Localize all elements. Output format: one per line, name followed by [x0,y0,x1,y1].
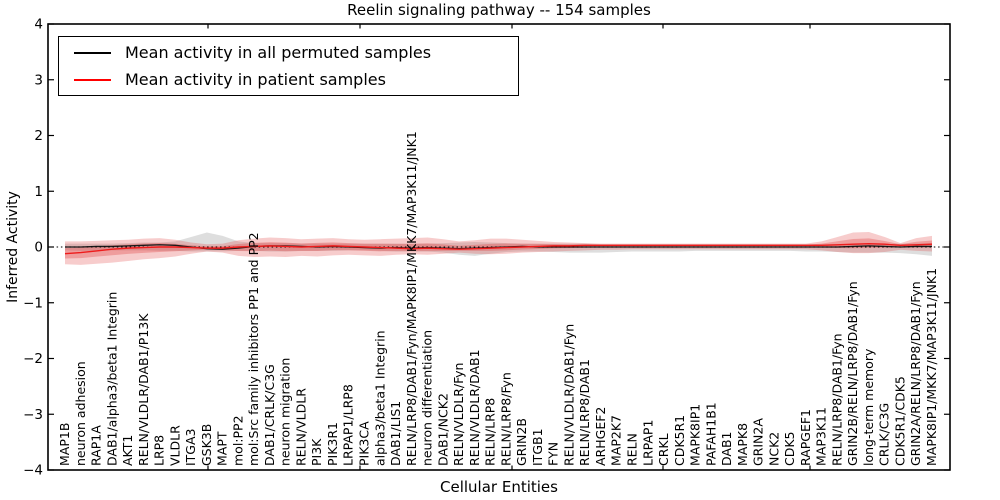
x-tick-label: GRIN2B/RELN/LRP8/DAB1/Fyn [845,281,860,466]
x-tick-label: CDK5R1/CDK5 [892,376,907,466]
x-axis-label: Cellular Entities [440,478,558,496]
y-tick-label: 0 [34,240,43,256]
x-tick-label: DAB1/NCK2 [435,393,450,466]
x-tick-label: ARHGEF2 [593,407,608,466]
x-tick-label: CRLK/C3G [877,403,892,466]
y-tick-label: 2 [34,128,43,144]
x-tick-label: CDK5R1 [672,415,687,466]
x-tick-label: MAP1B [57,423,72,466]
y-tick-label: −3 [23,407,43,423]
x-tick-label: MAP3K11 [814,407,829,466]
x-tick-label: mol:Src family inhibitors PP1 and PP2 [246,232,261,466]
x-tick-label: CDK5 [782,431,797,466]
x-tick-label: RELN/LRP8/DAB1/Fyn [829,333,844,466]
y-tick-label: 1 [34,184,43,200]
x-tick-label: mol:PP2 [230,415,245,466]
x-tick-label: long-term memory [861,348,876,466]
chart-title: Reelin signaling pathway -- 154 samples [347,1,651,19]
x-tick-label: ITGB1 [530,428,545,466]
x-tick-label: DAB1/alpha3/beta1 Integrin [104,292,119,466]
x-tick-label: DAB1/CRLK/C3G [262,364,277,466]
x-tick-label: RELN/VLDLR/DAB1 [467,349,482,466]
x-tick-label: neuron adhesion [73,361,88,466]
legend: Mean activity in all permuted samples Me… [58,36,519,96]
x-tick-label: NCK2 [766,432,781,466]
x-tick-label: LRPAP1 [640,420,655,466]
x-tick-label: PI3K [309,438,324,466]
x-tick-label: GRIN2A [751,418,766,466]
x-tick-label: RAP1A [89,425,104,466]
y-tick-label: −1 [23,295,43,311]
legend-row-patient: Mean activity in patient samples [74,70,518,90]
legend-line-patient-swatch [74,78,111,81]
x-tick-label: GRIN2A/RELN/LRP8/DAB1/Fyn [908,281,923,466]
y-tick-label: 3 [34,72,43,88]
permuted-band [65,232,932,256]
legend-row-permuted: Mean activity in all permuted samples [74,43,518,63]
x-tick-label: RELN/LRP8/DAB1 [577,359,592,466]
x-tick-label: RELN/VLDLR/DAB1/P13K [136,313,151,466]
x-tick-label: neuron migration [278,358,293,466]
legend-label-patient: Mean activity in patient samples [125,69,386,89]
x-tick-label: ITGA3 [183,428,198,466]
y-tick-label: 4 [34,17,43,33]
x-tick-label: GRIN2B [514,418,529,466]
x-tick-label: RAPGEF1 [798,409,813,466]
y-tick-label: −2 [23,351,43,367]
x-tick-label: MAPT [215,431,230,466]
x-tick-label: DAB1/LIS1 [388,401,403,466]
x-tick-label: GSK3B [199,424,214,466]
legend-label-permuted: Mean activity in all permuted samples [125,42,432,62]
series-line-patient [64,242,933,255]
x-tick-label: MAP2K7 [609,415,624,466]
x-tick-label: RELN/VLDLR/DAB1/Fyn [561,324,576,466]
x-tick-label: LRPAP1/LRP8 [341,384,356,466]
x-tick-label: CRKL [656,433,671,466]
x-tick-label: FYN [546,442,561,466]
x-tick-label: alpha3/beta1 Integrin [372,330,387,466]
x-tick-label: RELN/LRP8 [483,398,498,466]
x-tick-label: RELN [624,433,639,466]
x-tick-label: PIK3R1 [325,422,340,466]
x-tick-label: neuron differentiation [420,330,435,466]
x-tick-label: RELN/LRP8/DAB1/Fyn/MAPK8IP1/MKK7/MAP3K11… [404,131,419,466]
x-tick-label: PIK3CA [357,421,372,466]
legend-line-permuted-swatch [74,51,111,54]
x-tick-label: PAFAH1B1 [703,402,718,466]
x-tick-label: RELN/LRP8/Fyn [498,372,513,466]
x-tick-label: VLDLR [167,425,182,466]
x-tick-label: RELN/VLDLR/Fyn [451,363,466,466]
x-tick-label: MAPK8 [735,423,750,466]
x-tick-label: RELN/VLDLR [293,388,308,466]
x-tick-label: LRP8 [152,435,167,466]
x-tick-label: DAB1 [719,432,734,467]
x-tick-label: MAPK8IP1/MKK7/MAP3K11/JNK1 [924,268,939,466]
x-tick-label: AKT1 [120,435,135,466]
y-tick-label: −4 [23,463,43,479]
x-tick-label: MAPK8IP1 [688,404,703,466]
